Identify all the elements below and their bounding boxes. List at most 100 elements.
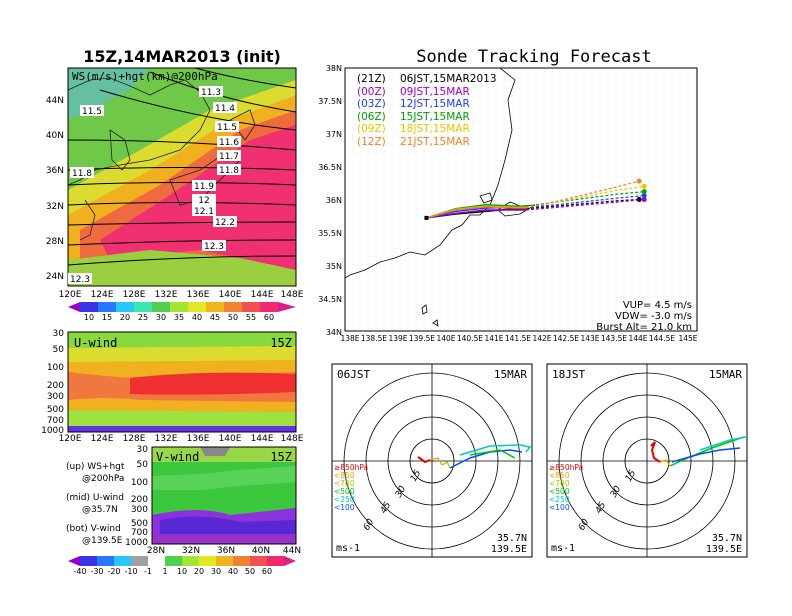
lat-tick: 38N (326, 64, 342, 73)
svg-text:12.3: 12.3 (70, 275, 90, 285)
lon-tick: 143.5E (601, 334, 627, 343)
lon-tick: 145E (678, 334, 697, 343)
svg-text:11.4: 11.4 (215, 104, 235, 114)
hodo-lon: 139.5E (706, 544, 742, 555)
track-legend-item: (21Z) 06JST,15MAR2013 (357, 73, 497, 85)
lon-tick: 142E (532, 334, 551, 343)
level-legend: <700 (334, 479, 355, 488)
lon-tick: 142.5E (553, 334, 579, 343)
lon-tick: 128E (123, 290, 146, 300)
level-legend: <850 (549, 471, 570, 480)
pressure-tick: 700 (47, 416, 64, 426)
colorbar-tick: 20 (194, 567, 204, 576)
contour-label: 11.6 (217, 136, 241, 148)
contour-label: 12.3 (202, 240, 226, 252)
level-legend: <100 (334, 503, 355, 512)
lon-tick: 140E (436, 334, 455, 343)
lon-tick: 144E (628, 334, 647, 343)
colorbar-tick: 35 (174, 313, 184, 322)
colorbar-tick: 10 (177, 567, 187, 576)
track-legend-item: (06Z) 15JST,15MAR (357, 111, 470, 123)
pressure-tick: 200 (131, 495, 148, 505)
track-ascent-line (426, 209, 527, 219)
track-descent-line (525, 194, 645, 208)
hodo-time: 06JST (337, 368, 370, 381)
burst-altitude: Burst Alt= 21.0 km (596, 322, 692, 333)
lon-tick: 140E (219, 290, 242, 300)
lon-tick: 136E (187, 290, 210, 300)
hodo-unit: ms-1 (336, 543, 360, 554)
lon-tick: 141E (484, 334, 503, 343)
lat-tick: 28N (46, 237, 64, 247)
u-wind-title: U-wind (74, 336, 117, 350)
level-legend: <700 (549, 479, 570, 488)
lon-tick: 143E (580, 334, 599, 343)
lat-tick: 40N (46, 131, 64, 141)
lat-tick: 24N (46, 272, 64, 282)
svg-text:(09Z): (09Z) (357, 123, 386, 135)
svg-text:12.3: 12.3 (204, 242, 224, 252)
lat-tick: 36N (217, 546, 235, 556)
level-legend: <850 (334, 471, 355, 480)
ws-hgt-map: WS(m/s)+hgt(km)@200hPa 11.3 11.4 11.5 11… (46, 67, 304, 300)
colorbar-tick: 50 (228, 313, 238, 322)
left-title: 15Z,14MAR2013 (init) (83, 47, 281, 66)
lon-tick: 138.5E (361, 334, 387, 343)
lon-tick: 128E (123, 434, 146, 444)
hodo-lon: 139.5E (491, 544, 527, 555)
colorbar-tick: 60 (264, 313, 274, 322)
hodo-lat: 35.7N (712, 533, 742, 544)
svg-text:12JST,15MAR: 12JST,15MAR (400, 98, 470, 110)
lat-tick: 34N (326, 328, 342, 337)
lat-tick: 40N (252, 546, 270, 556)
svg-text:11.5: 11.5 (82, 107, 102, 117)
lon-tick: 141.5E (505, 334, 531, 343)
colorbar-tick: 50 (245, 567, 255, 576)
note-line: @200hPa (82, 474, 124, 484)
contour-label: 11.4 (213, 102, 237, 114)
track-ascent-line (426, 205, 527, 219)
note-line: (bot) V-wind (66, 524, 121, 534)
landing-point (641, 189, 647, 195)
hodograph-18jst: 15 30 45 60 18JST 15MAR ≥850hPa <850 <70… (546, 363, 748, 558)
level-legend: <250 (549, 495, 570, 504)
pressure-tick: 700 (131, 528, 148, 538)
track-descent-line (525, 180, 640, 209)
note-line: @35.7N (82, 505, 118, 515)
svg-text:12: 12 (198, 196, 209, 206)
svg-text:18JST,15MAR: 18JST,15MAR (400, 123, 470, 135)
lat-tick: 28N (147, 546, 165, 556)
lat-tick: 36N (46, 166, 64, 176)
ws-hgt-label: WS(m/s)+hgt(km)@200hPa (72, 70, 218, 83)
pressure-tick: 100 (131, 478, 148, 488)
colorbar-tick: 30 (211, 567, 221, 576)
svg-text:11.3: 11.3 (201, 88, 221, 98)
lon-tick: 136E (187, 434, 210, 444)
pressure-tick: 500 (131, 519, 148, 529)
svg-text:11.5: 11.5 (217, 123, 237, 133)
pressure-tick: 1000 (41, 426, 64, 436)
contour-label: 12.2 (213, 216, 237, 228)
hodo-lat: 35.7N (497, 533, 527, 544)
colorbar-tick: 45 (210, 313, 220, 322)
level-legend: <100 (549, 503, 570, 512)
contour-label: 11.7 (217, 150, 241, 162)
colorbar-tick: -1 (144, 567, 152, 576)
landing-point (641, 193, 647, 199)
svg-text:21JST,15MAR: 21JST,15MAR (400, 136, 470, 148)
landing-point (641, 183, 647, 189)
colorbar-tick: 25 (138, 313, 148, 322)
colorbar-tick: -20 (107, 567, 120, 576)
lat-tick: 37.5N (318, 97, 342, 106)
svg-text:11.7: 11.7 (219, 152, 239, 162)
svg-text:(06Z): (06Z) (357, 111, 386, 123)
lon-tick: 138E (340, 334, 359, 343)
svg-text:(03Z): (03Z) (357, 98, 386, 110)
sonde-track-map: 38N 37.5N 37N 36.5N 36N 35.5N 35N 34.5N … (318, 64, 698, 343)
svg-text:11.6: 11.6 (219, 138, 239, 148)
track-descent-line (525, 198, 640, 210)
lat-tick: 35.5N (318, 229, 342, 238)
landing-point (641, 197, 647, 202)
lat-tick: 36.5N (318, 163, 342, 172)
